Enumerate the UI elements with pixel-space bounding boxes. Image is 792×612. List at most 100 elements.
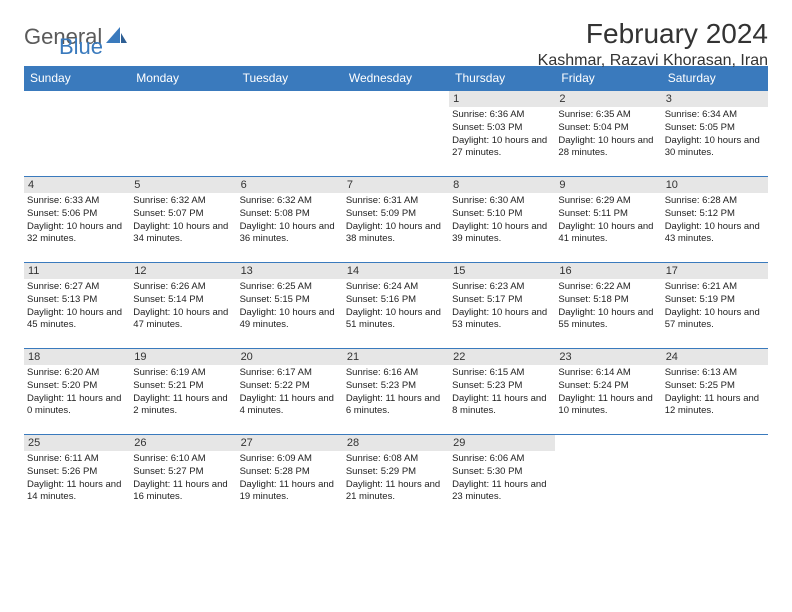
day-number: 29 xyxy=(449,435,555,451)
day-number: 19 xyxy=(130,349,236,365)
sunrise-text: Sunrise: 6:28 AM xyxy=(665,195,765,208)
daylight-text: Daylight: 11 hours and 2 minutes. xyxy=(133,393,233,419)
day-cell: 21Sunrise: 6:16 AMSunset: 5:23 PMDayligh… xyxy=(343,349,449,435)
sunset-text: Sunset: 5:08 PM xyxy=(240,208,340,221)
day-cell: 25Sunrise: 6:11 AMSunset: 5:26 PMDayligh… xyxy=(24,435,130,521)
daylight-text: Daylight: 10 hours and 41 minutes. xyxy=(558,221,658,247)
sunset-text: Sunset: 5:25 PM xyxy=(665,380,765,393)
day-cell xyxy=(555,435,661,521)
day-cell: 17Sunrise: 6:21 AMSunset: 5:19 PMDayligh… xyxy=(662,263,768,349)
day-cell: 20Sunrise: 6:17 AMSunset: 5:22 PMDayligh… xyxy=(237,349,343,435)
week-row: 4Sunrise: 6:33 AMSunset: 5:06 PMDaylight… xyxy=(24,177,768,263)
day-info: Sunrise: 6:36 AMSunset: 5:03 PMDaylight:… xyxy=(449,107,555,160)
header-wednesday: Wednesday xyxy=(343,66,449,91)
day-number: 16 xyxy=(555,263,661,279)
week-row: 18Sunrise: 6:20 AMSunset: 5:20 PMDayligh… xyxy=(24,349,768,435)
sunrise-text: Sunrise: 6:13 AM xyxy=(665,367,765,380)
day-cell: 10Sunrise: 6:28 AMSunset: 5:12 PMDayligh… xyxy=(662,177,768,263)
daylight-text: Daylight: 10 hours and 39 minutes. xyxy=(452,221,552,247)
day-info: Sunrise: 6:35 AMSunset: 5:04 PMDaylight:… xyxy=(555,107,661,160)
day-cell: 29Sunrise: 6:06 AMSunset: 5:30 PMDayligh… xyxy=(449,435,555,521)
sunrise-text: Sunrise: 6:33 AM xyxy=(27,195,127,208)
sunrise-text: Sunrise: 6:36 AM xyxy=(452,109,552,122)
daylight-text: Daylight: 11 hours and 12 minutes. xyxy=(665,393,765,419)
week-row: 1Sunrise: 6:36 AMSunset: 5:03 PMDaylight… xyxy=(24,91,768,177)
day-info: Sunrise: 6:10 AMSunset: 5:27 PMDaylight:… xyxy=(130,451,236,504)
sunset-text: Sunset: 5:14 PM xyxy=(133,294,233,307)
sunrise-text: Sunrise: 6:11 AM xyxy=(27,453,127,466)
day-number: 4 xyxy=(24,177,130,193)
day-cell xyxy=(130,91,236,177)
daylight-text: Daylight: 11 hours and 6 minutes. xyxy=(346,393,446,419)
day-info: Sunrise: 6:29 AMSunset: 5:11 PMDaylight:… xyxy=(555,193,661,246)
day-number: 27 xyxy=(237,435,343,451)
sunrise-text: Sunrise: 6:15 AM xyxy=(452,367,552,380)
sunset-text: Sunset: 5:20 PM xyxy=(27,380,127,393)
sunrise-text: Sunrise: 6:17 AM xyxy=(240,367,340,380)
sunset-text: Sunset: 5:16 PM xyxy=(346,294,446,307)
sunset-text: Sunset: 5:13 PM xyxy=(27,294,127,307)
sunrise-text: Sunrise: 6:30 AM xyxy=(452,195,552,208)
day-cell: 24Sunrise: 6:13 AMSunset: 5:25 PMDayligh… xyxy=(662,349,768,435)
day-cell: 11Sunrise: 6:27 AMSunset: 5:13 PMDayligh… xyxy=(24,263,130,349)
day-number: 3 xyxy=(662,91,768,107)
header-tuesday: Tuesday xyxy=(237,66,343,91)
day-number: 6 xyxy=(237,177,343,193)
daylight-text: Daylight: 10 hours and 32 minutes. xyxy=(27,221,127,247)
day-number: 5 xyxy=(130,177,236,193)
day-number: 14 xyxy=(343,263,449,279)
daylight-text: Daylight: 10 hours and 38 minutes. xyxy=(346,221,446,247)
sunrise-text: Sunrise: 6:34 AM xyxy=(665,109,765,122)
daylight-text: Daylight: 10 hours and 45 minutes. xyxy=(27,307,127,333)
day-cell xyxy=(662,435,768,521)
daylight-text: Daylight: 10 hours and 57 minutes. xyxy=(665,307,765,333)
daylight-text: Daylight: 11 hours and 10 minutes. xyxy=(558,393,658,419)
sunset-text: Sunset: 5:23 PM xyxy=(452,380,552,393)
day-number: 12 xyxy=(130,263,236,279)
sunrise-text: Sunrise: 6:24 AM xyxy=(346,281,446,294)
title-block: February 2024 Kashmar, Razavi Khorasan, … xyxy=(538,18,768,70)
day-info: Sunrise: 6:19 AMSunset: 5:21 PMDaylight:… xyxy=(130,365,236,418)
day-info: Sunrise: 6:06 AMSunset: 5:30 PMDaylight:… xyxy=(449,451,555,504)
day-number: 8 xyxy=(449,177,555,193)
day-number: 13 xyxy=(237,263,343,279)
day-cell: 5Sunrise: 6:32 AMSunset: 5:07 PMDaylight… xyxy=(130,177,236,263)
day-number: 28 xyxy=(343,435,449,451)
sunset-text: Sunset: 5:28 PM xyxy=(240,466,340,479)
sunset-text: Sunset: 5:11 PM xyxy=(558,208,658,221)
daylight-text: Daylight: 10 hours and 51 minutes. xyxy=(346,307,446,333)
day-info: Sunrise: 6:30 AMSunset: 5:10 PMDaylight:… xyxy=(449,193,555,246)
day-info: Sunrise: 6:21 AMSunset: 5:19 PMDaylight:… xyxy=(662,279,768,332)
day-info: Sunrise: 6:20 AMSunset: 5:20 PMDaylight:… xyxy=(24,365,130,418)
daylight-text: Daylight: 10 hours and 49 minutes. xyxy=(240,307,340,333)
day-cell: 27Sunrise: 6:09 AMSunset: 5:28 PMDayligh… xyxy=(237,435,343,521)
sunrise-text: Sunrise: 6:32 AM xyxy=(133,195,233,208)
sunrise-text: Sunrise: 6:31 AM xyxy=(346,195,446,208)
day-cell: 3Sunrise: 6:34 AMSunset: 5:05 PMDaylight… xyxy=(662,91,768,177)
day-info: Sunrise: 6:08 AMSunset: 5:29 PMDaylight:… xyxy=(343,451,449,504)
day-cell: 7Sunrise: 6:31 AMSunset: 5:09 PMDaylight… xyxy=(343,177,449,263)
daylight-text: Daylight: 10 hours and 30 minutes. xyxy=(665,135,765,161)
sunset-text: Sunset: 5:09 PM xyxy=(346,208,446,221)
day-cell: 28Sunrise: 6:08 AMSunset: 5:29 PMDayligh… xyxy=(343,435,449,521)
sunrise-text: Sunrise: 6:06 AM xyxy=(452,453,552,466)
sunset-text: Sunset: 5:24 PM xyxy=(558,380,658,393)
day-info: Sunrise: 6:28 AMSunset: 5:12 PMDaylight:… xyxy=(662,193,768,246)
day-info: Sunrise: 6:11 AMSunset: 5:26 PMDaylight:… xyxy=(24,451,130,504)
calendar-page: General February 2024 Kashmar, Razavi Kh… xyxy=(0,0,792,539)
sunset-text: Sunset: 5:30 PM xyxy=(452,466,552,479)
day-info: Sunrise: 6:16 AMSunset: 5:23 PMDaylight:… xyxy=(343,365,449,418)
daylight-text: Daylight: 11 hours and 14 minutes. xyxy=(27,479,127,505)
day-info: Sunrise: 6:17 AMSunset: 5:22 PMDaylight:… xyxy=(237,365,343,418)
sunrise-text: Sunrise: 6:35 AM xyxy=(558,109,658,122)
week-row: 25Sunrise: 6:11 AMSunset: 5:26 PMDayligh… xyxy=(24,435,768,521)
day-info: Sunrise: 6:32 AMSunset: 5:07 PMDaylight:… xyxy=(130,193,236,246)
month-title: February 2024 xyxy=(538,18,768,50)
day-cell: 16Sunrise: 6:22 AMSunset: 5:18 PMDayligh… xyxy=(555,263,661,349)
daylight-text: Daylight: 10 hours and 55 minutes. xyxy=(558,307,658,333)
sunset-text: Sunset: 5:23 PM xyxy=(346,380,446,393)
sunset-text: Sunset: 5:18 PM xyxy=(558,294,658,307)
day-info: Sunrise: 6:15 AMSunset: 5:23 PMDaylight:… xyxy=(449,365,555,418)
daylight-text: Daylight: 11 hours and 0 minutes. xyxy=(27,393,127,419)
week-row: 11Sunrise: 6:27 AMSunset: 5:13 PMDayligh… xyxy=(24,263,768,349)
